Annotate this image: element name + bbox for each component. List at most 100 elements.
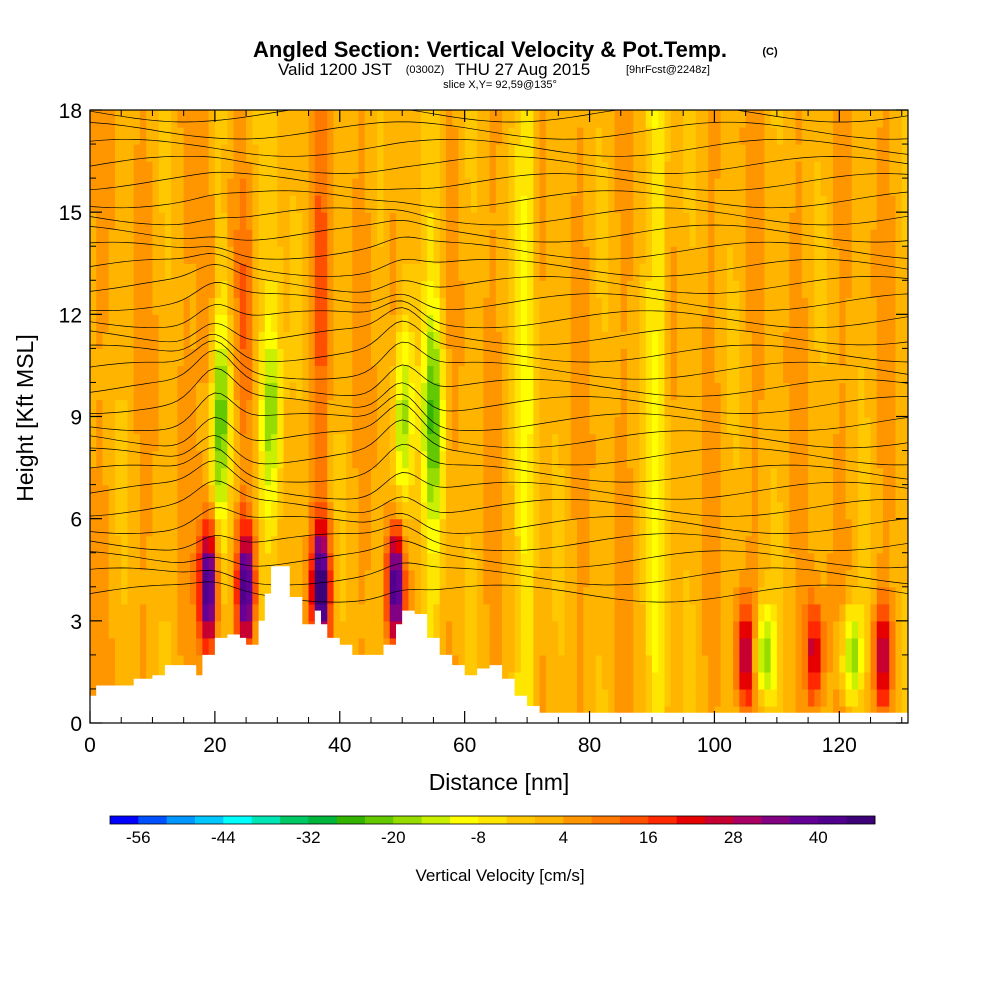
velocity-cell <box>196 399 203 418</box>
velocity-cell <box>508 620 516 639</box>
velocity-cell <box>214 586 222 605</box>
velocity-cell <box>189 297 197 315</box>
velocity-cell <box>639 280 647 298</box>
velocity-cell <box>608 518 616 537</box>
velocity-cell <box>158 297 166 315</box>
velocity-cell <box>758 297 765 315</box>
velocity-cell <box>808 552 815 571</box>
velocity-cell <box>833 433 840 452</box>
velocity-cell <box>876 229 884 247</box>
velocity-cell <box>527 331 534 349</box>
velocity-cell <box>670 331 678 349</box>
velocity-cell <box>764 518 772 537</box>
velocity-cell <box>308 552 316 571</box>
velocity-cell <box>683 552 691 571</box>
velocity-cell <box>570 569 578 588</box>
velocity-cell <box>321 263 328 281</box>
velocity-cell <box>221 450 228 469</box>
velocity-cell <box>520 263 528 281</box>
velocity-cell <box>670 229 678 247</box>
colorbar-swatch <box>761 816 791 824</box>
velocity-cell <box>814 586 822 605</box>
velocity-cell <box>870 637 878 656</box>
velocity-cell <box>570 365 578 384</box>
velocity-cell <box>795 331 803 349</box>
velocity-cell <box>845 110 853 128</box>
velocity-cell <box>627 501 634 520</box>
velocity-cell <box>302 365 310 384</box>
velocity-cell <box>139 212 147 230</box>
velocity-cell <box>146 569 154 588</box>
velocity-cell <box>489 484 497 503</box>
velocity-cell <box>602 433 609 452</box>
velocity-cell <box>558 569 566 588</box>
velocity-cell <box>102 552 110 571</box>
velocity-cell <box>177 450 185 469</box>
velocity-cell <box>483 246 491 264</box>
velocity-cell <box>533 195 541 213</box>
velocity-cell <box>633 416 641 435</box>
velocity-cell <box>670 586 678 605</box>
velocity-cell <box>870 688 878 707</box>
velocity-cell <box>883 246 890 264</box>
velocity-cell <box>470 263 478 281</box>
velocity-cell <box>726 637 734 656</box>
velocity-cell <box>508 637 516 656</box>
velocity-cell <box>670 127 678 145</box>
velocity-cell <box>701 586 709 605</box>
velocity-cell <box>783 382 790 401</box>
velocity-cell <box>889 654 897 673</box>
velocity-cell <box>227 297 235 315</box>
velocity-cell <box>283 535 291 554</box>
velocity-cell <box>608 144 616 162</box>
velocity-cell <box>333 467 341 486</box>
velocity-cell <box>339 110 347 128</box>
velocity-cell <box>589 161 597 179</box>
velocity-cell <box>776 195 784 213</box>
velocity-cell <box>445 603 453 622</box>
velocity-cell <box>264 178 272 196</box>
velocity-cell <box>164 246 172 264</box>
velocity-cell <box>520 178 528 196</box>
velocity-cell <box>826 144 834 162</box>
velocity-cell <box>858 416 865 435</box>
velocity-cell <box>377 297 385 315</box>
velocity-cell <box>158 110 166 128</box>
velocity-cell <box>164 127 172 145</box>
velocity-cell <box>658 535 666 554</box>
velocity-cell <box>527 467 534 486</box>
velocity-cell <box>127 637 135 656</box>
velocity-cell <box>352 110 360 128</box>
velocity-cell <box>876 382 884 401</box>
velocity-cell <box>758 569 765 588</box>
velocity-cell <box>208 263 216 281</box>
velocity-cell <box>289 484 297 503</box>
velocity-cell <box>895 484 903 503</box>
velocity-cell <box>164 348 172 367</box>
velocity-cell <box>520 671 528 690</box>
velocity-cell <box>751 518 759 537</box>
velocity-cell <box>739 552 747 571</box>
velocity-cell <box>121 178 129 196</box>
velocity-cell <box>427 518 435 537</box>
velocity-cell <box>346 110 353 128</box>
velocity-cell <box>533 161 541 179</box>
velocity-cell <box>620 229 628 247</box>
velocity-cell <box>277 348 285 367</box>
velocity-cell <box>726 484 734 503</box>
velocity-cell <box>864 467 872 486</box>
velocity-cell <box>289 416 297 435</box>
velocity-cell <box>495 467 503 486</box>
velocity-cell <box>758 263 765 281</box>
colorbar-tick-label: -32 <box>296 828 321 847</box>
velocity-cell <box>658 552 666 571</box>
velocity-cell <box>889 348 897 367</box>
colorbar-swatch <box>393 816 423 824</box>
velocity-cell <box>208 382 216 401</box>
velocity-cell <box>214 110 222 128</box>
velocity-cell <box>477 535 484 554</box>
velocity-cell <box>152 569 160 588</box>
velocity-cell <box>364 127 372 145</box>
velocity-cell <box>820 603 828 622</box>
